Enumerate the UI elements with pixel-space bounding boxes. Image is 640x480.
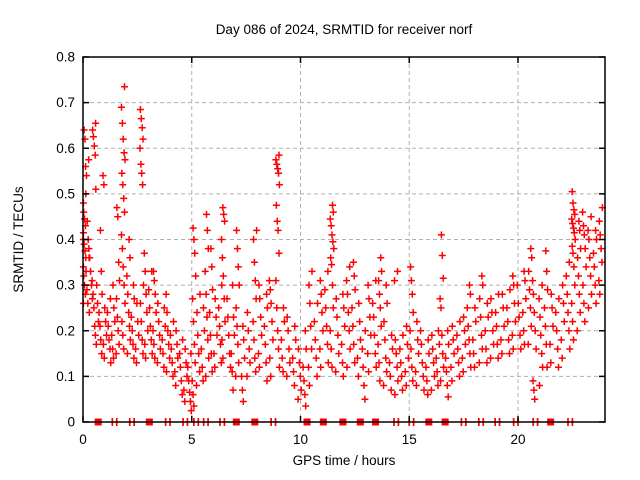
svg-text:0.3: 0.3 bbox=[56, 278, 75, 293]
svg-text:0.2: 0.2 bbox=[56, 323, 75, 338]
svg-text:5: 5 bbox=[188, 432, 196, 447]
y-axis-label: SRMTID / TECUs bbox=[11, 186, 26, 293]
chart-title: Day 086 of 2024, SRMTID for receiver nor… bbox=[216, 22, 473, 37]
svg-text:20: 20 bbox=[510, 432, 525, 447]
svg-text:15: 15 bbox=[402, 432, 417, 447]
svg-text:0.5: 0.5 bbox=[56, 186, 75, 201]
svg-text:0: 0 bbox=[67, 415, 75, 430]
svg-text:0: 0 bbox=[79, 432, 87, 447]
svg-text:0.8: 0.8 bbox=[56, 50, 75, 65]
svg-text:0.6: 0.6 bbox=[56, 141, 75, 156]
svg-text:0.4: 0.4 bbox=[56, 232, 75, 247]
scatter-points bbox=[79, 83, 606, 415]
svg-text:0.7: 0.7 bbox=[56, 95, 75, 110]
x-axis-label: GPS time / hours bbox=[293, 453, 396, 468]
svg-text:0.1: 0.1 bbox=[56, 369, 75, 384]
axis-ticks bbox=[82, 56, 605, 423]
tick-labels: 0 0.1 0.2 0.3 0.4 0.5 0.6 0.7 0.8 0 5 10 15 20 bbox=[56, 50, 525, 448]
svg-text:10: 10 bbox=[293, 432, 308, 447]
